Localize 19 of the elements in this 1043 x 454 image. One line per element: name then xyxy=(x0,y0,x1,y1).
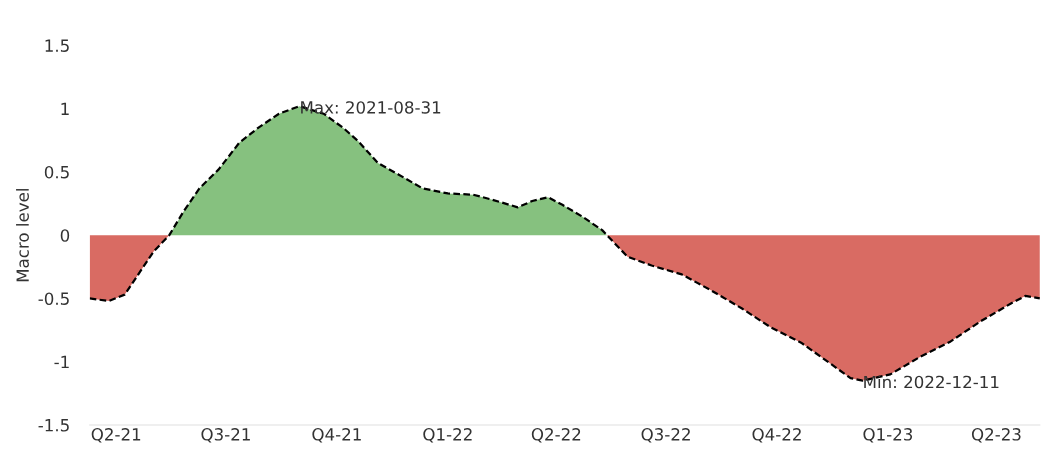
x-tick-label: Q4-22 xyxy=(752,428,801,443)
annotation: Min: 2022-12-11 xyxy=(864,375,999,389)
x-tick-label: Q1-22 xyxy=(423,428,472,443)
y-tick-label: 1 xyxy=(61,102,69,115)
y-tick-label: -1 xyxy=(54,355,69,369)
x-tick-label: Q1-23 xyxy=(863,428,913,443)
x-tick-label: Q4-21 xyxy=(312,428,361,443)
annotation: Max: 2021-08-31 xyxy=(301,101,441,114)
x-tick-label: Q3-22 xyxy=(641,428,690,443)
y-tick-label: -1.5 xyxy=(38,419,69,432)
y-tick-label: -0.5 xyxy=(38,292,69,305)
x-tick-label: Q3-21 xyxy=(201,428,250,443)
y-tick-label: 0.5 xyxy=(44,165,69,179)
y-axis-title: Macro level xyxy=(16,189,29,282)
x-tick-label: Q2-23 xyxy=(971,428,1021,443)
x-tick-label: Q2-21 xyxy=(91,428,141,443)
x-tick-label: Q2-22 xyxy=(531,428,581,443)
y-tick-label: 0 xyxy=(60,229,70,242)
y-tick-label: 1.5 xyxy=(45,39,69,52)
